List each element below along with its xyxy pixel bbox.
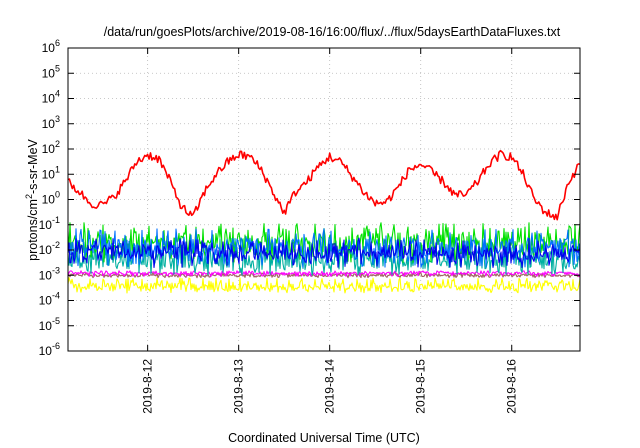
y-tick-label: 103 (42, 114, 60, 131)
y-axis-label: protons/cm2-s-sr-MeV (24, 138, 40, 260)
x-tick-label: 2019-8-12 (141, 359, 155, 414)
y-tick-label: 10-5 (39, 316, 60, 333)
series-line (67, 149, 581, 221)
y-tick-label: 106 (42, 38, 60, 55)
y-tick-label: 101 (42, 164, 60, 181)
chart-title: /data/run/goesPlots/archive/2019-08-16/1… (104, 25, 561, 39)
x-ticks: 2019-8-12 2019-8-13 2019-8-14 2019-8-15 2019… (141, 48, 519, 414)
y-tick-label: 105 (42, 63, 60, 80)
y-tick-label: 104 (42, 89, 60, 106)
y-tick-label: 10-6 (39, 341, 60, 358)
y-tick-label: 10-2 (39, 240, 60, 257)
series-line (67, 237, 581, 269)
y-tick-label: 100 (42, 190, 60, 207)
series-line (67, 271, 581, 279)
grid-lines (68, 48, 580, 351)
x-tick-label: 2019-8-15 (414, 359, 428, 414)
x-tick-label: 2019-8-14 (323, 359, 337, 414)
y-tick-label: 10-4 (39, 291, 60, 308)
x-tick-label: 2019-8-13 (232, 359, 246, 414)
x-tick-label: 2019-8-16 (505, 359, 519, 414)
y-tick-label: 102 (42, 139, 60, 156)
series-line (67, 277, 581, 294)
y-tick-label: 10-1 (39, 215, 60, 232)
x-axis-label: Coordinated Universal Time (UTC) (228, 431, 420, 445)
y-ticks: 10-6 10-5 10-4 10-3 10-2 10-1 100 101 102 103 104 1… (39, 38, 580, 358)
series-layer (67, 149, 581, 294)
y-tick-label: 10-3 (39, 265, 60, 282)
